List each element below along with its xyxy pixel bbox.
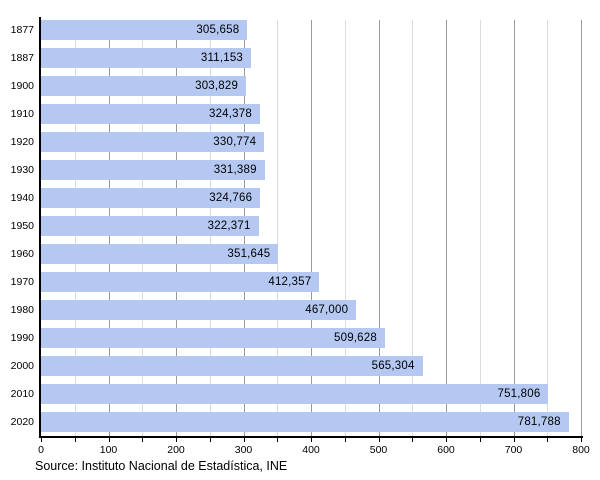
- population-bar: 467,000: [41, 300, 357, 320]
- x-axis-tick-label: 800: [572, 444, 590, 456]
- bar-value-label: 322,371: [207, 220, 251, 232]
- minor-gridline: [412, 20, 414, 436]
- x-axis-tick-label: 0: [38, 444, 44, 456]
- year-label: 1877: [10, 24, 34, 36]
- population-bar: 324,766: [41, 188, 261, 208]
- population-bar: 351,645: [41, 244, 279, 264]
- year-label: 1990: [10, 332, 34, 344]
- year-label: 1940: [10, 192, 34, 204]
- major-gridline: [311, 20, 312, 436]
- bar-value-label: 330,774: [213, 136, 257, 148]
- bar-value-label: 311,153: [200, 52, 244, 64]
- x-axis-tick-label: 400: [302, 444, 320, 456]
- source-caption: Source: Instituto Nacional de Estadístic…: [35, 459, 288, 473]
- x-axis-tick-label: 500: [369, 444, 388, 456]
- x-axis-tick: [378, 438, 380, 442]
- population-bar: 565,304: [41, 356, 423, 376]
- bar-value-label: 303,829: [195, 80, 239, 92]
- year-label: 1887: [10, 52, 34, 64]
- population-bar: 311,153: [41, 48, 252, 68]
- year-label: 2010: [10, 388, 34, 400]
- bar-value-label: 751,806: [497, 388, 541, 400]
- bar-value-label: 509,628: [334, 332, 377, 344]
- population-bar: 781,788: [41, 412, 569, 432]
- year-label: 1980: [10, 304, 34, 316]
- x-axis-tick: [176, 438, 177, 442]
- bar-value-label: 324,766: [209, 192, 253, 204]
- major-gridline: [378, 20, 380, 436]
- year-label: 1960: [10, 248, 34, 260]
- population-bar: 303,829: [41, 76, 247, 96]
- year-label: 1920: [10, 136, 34, 148]
- year-label: 1930: [10, 164, 34, 176]
- x-axis-tick: [479, 438, 481, 442]
- x-axis-tick: [277, 438, 279, 442]
- year-label: 2020: [10, 416, 34, 428]
- population-bar: 509,628: [41, 328, 385, 348]
- minor-gridline: [547, 20, 549, 436]
- major-gridline: [446, 20, 447, 436]
- x-axis-tick-label: 600: [437, 444, 455, 456]
- x-axis-tick: [74, 438, 76, 442]
- population-bar: 324,378: [41, 104, 260, 124]
- year-label: 1910: [10, 108, 34, 120]
- x-axis-tick-label: 200: [167, 444, 185, 456]
- x-axis-tick: [108, 438, 110, 442]
- x-axis-tick: [243, 438, 245, 442]
- year-label: 1950: [10, 220, 34, 232]
- bar-value-label: 351,645: [227, 248, 271, 260]
- bar-value-label: 412,357: [268, 276, 312, 288]
- x-axis-line: [39, 436, 583, 438]
- x-axis-tick: [547, 438, 549, 442]
- year-label: 1970: [10, 276, 34, 288]
- year-label: 2000: [10, 360, 34, 372]
- x-axis-tick: [142, 438, 144, 442]
- x-axis-tick: [513, 438, 515, 442]
- minor-gridline: [277, 20, 279, 436]
- population-bar: 305,658: [41, 20, 248, 40]
- population-bar: 330,774: [41, 132, 265, 152]
- bar-value-label: 331,389: [213, 164, 257, 176]
- x-axis-tick: [446, 438, 447, 442]
- year-label: 1900: [10, 80, 34, 92]
- bar-value-label: 565,304: [371, 360, 415, 372]
- x-axis-tick: [412, 438, 414, 442]
- minor-gridline: [344, 20, 346, 436]
- x-axis-tick-label: 700: [504, 444, 523, 456]
- x-axis-tick: [344, 438, 346, 442]
- y-axis-line: [39, 17, 41, 437]
- bar-value-label: 324,378: [208, 108, 252, 120]
- population-bar: 322,371: [41, 216, 259, 236]
- x-axis-tick: [311, 438, 312, 442]
- population-bar: 331,389: [41, 160, 265, 180]
- x-axis-tick: [41, 438, 42, 442]
- x-axis-tick-label: 300: [234, 444, 253, 456]
- major-gridline: [513, 20, 515, 436]
- bar-value-label: 781,788: [517, 416, 561, 428]
- x-axis-tick: [209, 438, 211, 442]
- major-gridline: [581, 20, 582, 436]
- x-axis-tick-label: 100: [99, 444, 118, 456]
- population-bar: 412,357: [41, 272, 320, 292]
- bar-value-label: 467,000: [305, 304, 349, 316]
- bar-value-label: 305,658: [196, 24, 240, 36]
- x-axis-tick: [581, 438, 582, 442]
- minor-gridline: [479, 20, 481, 436]
- population-bar: 751,806: [41, 384, 549, 404]
